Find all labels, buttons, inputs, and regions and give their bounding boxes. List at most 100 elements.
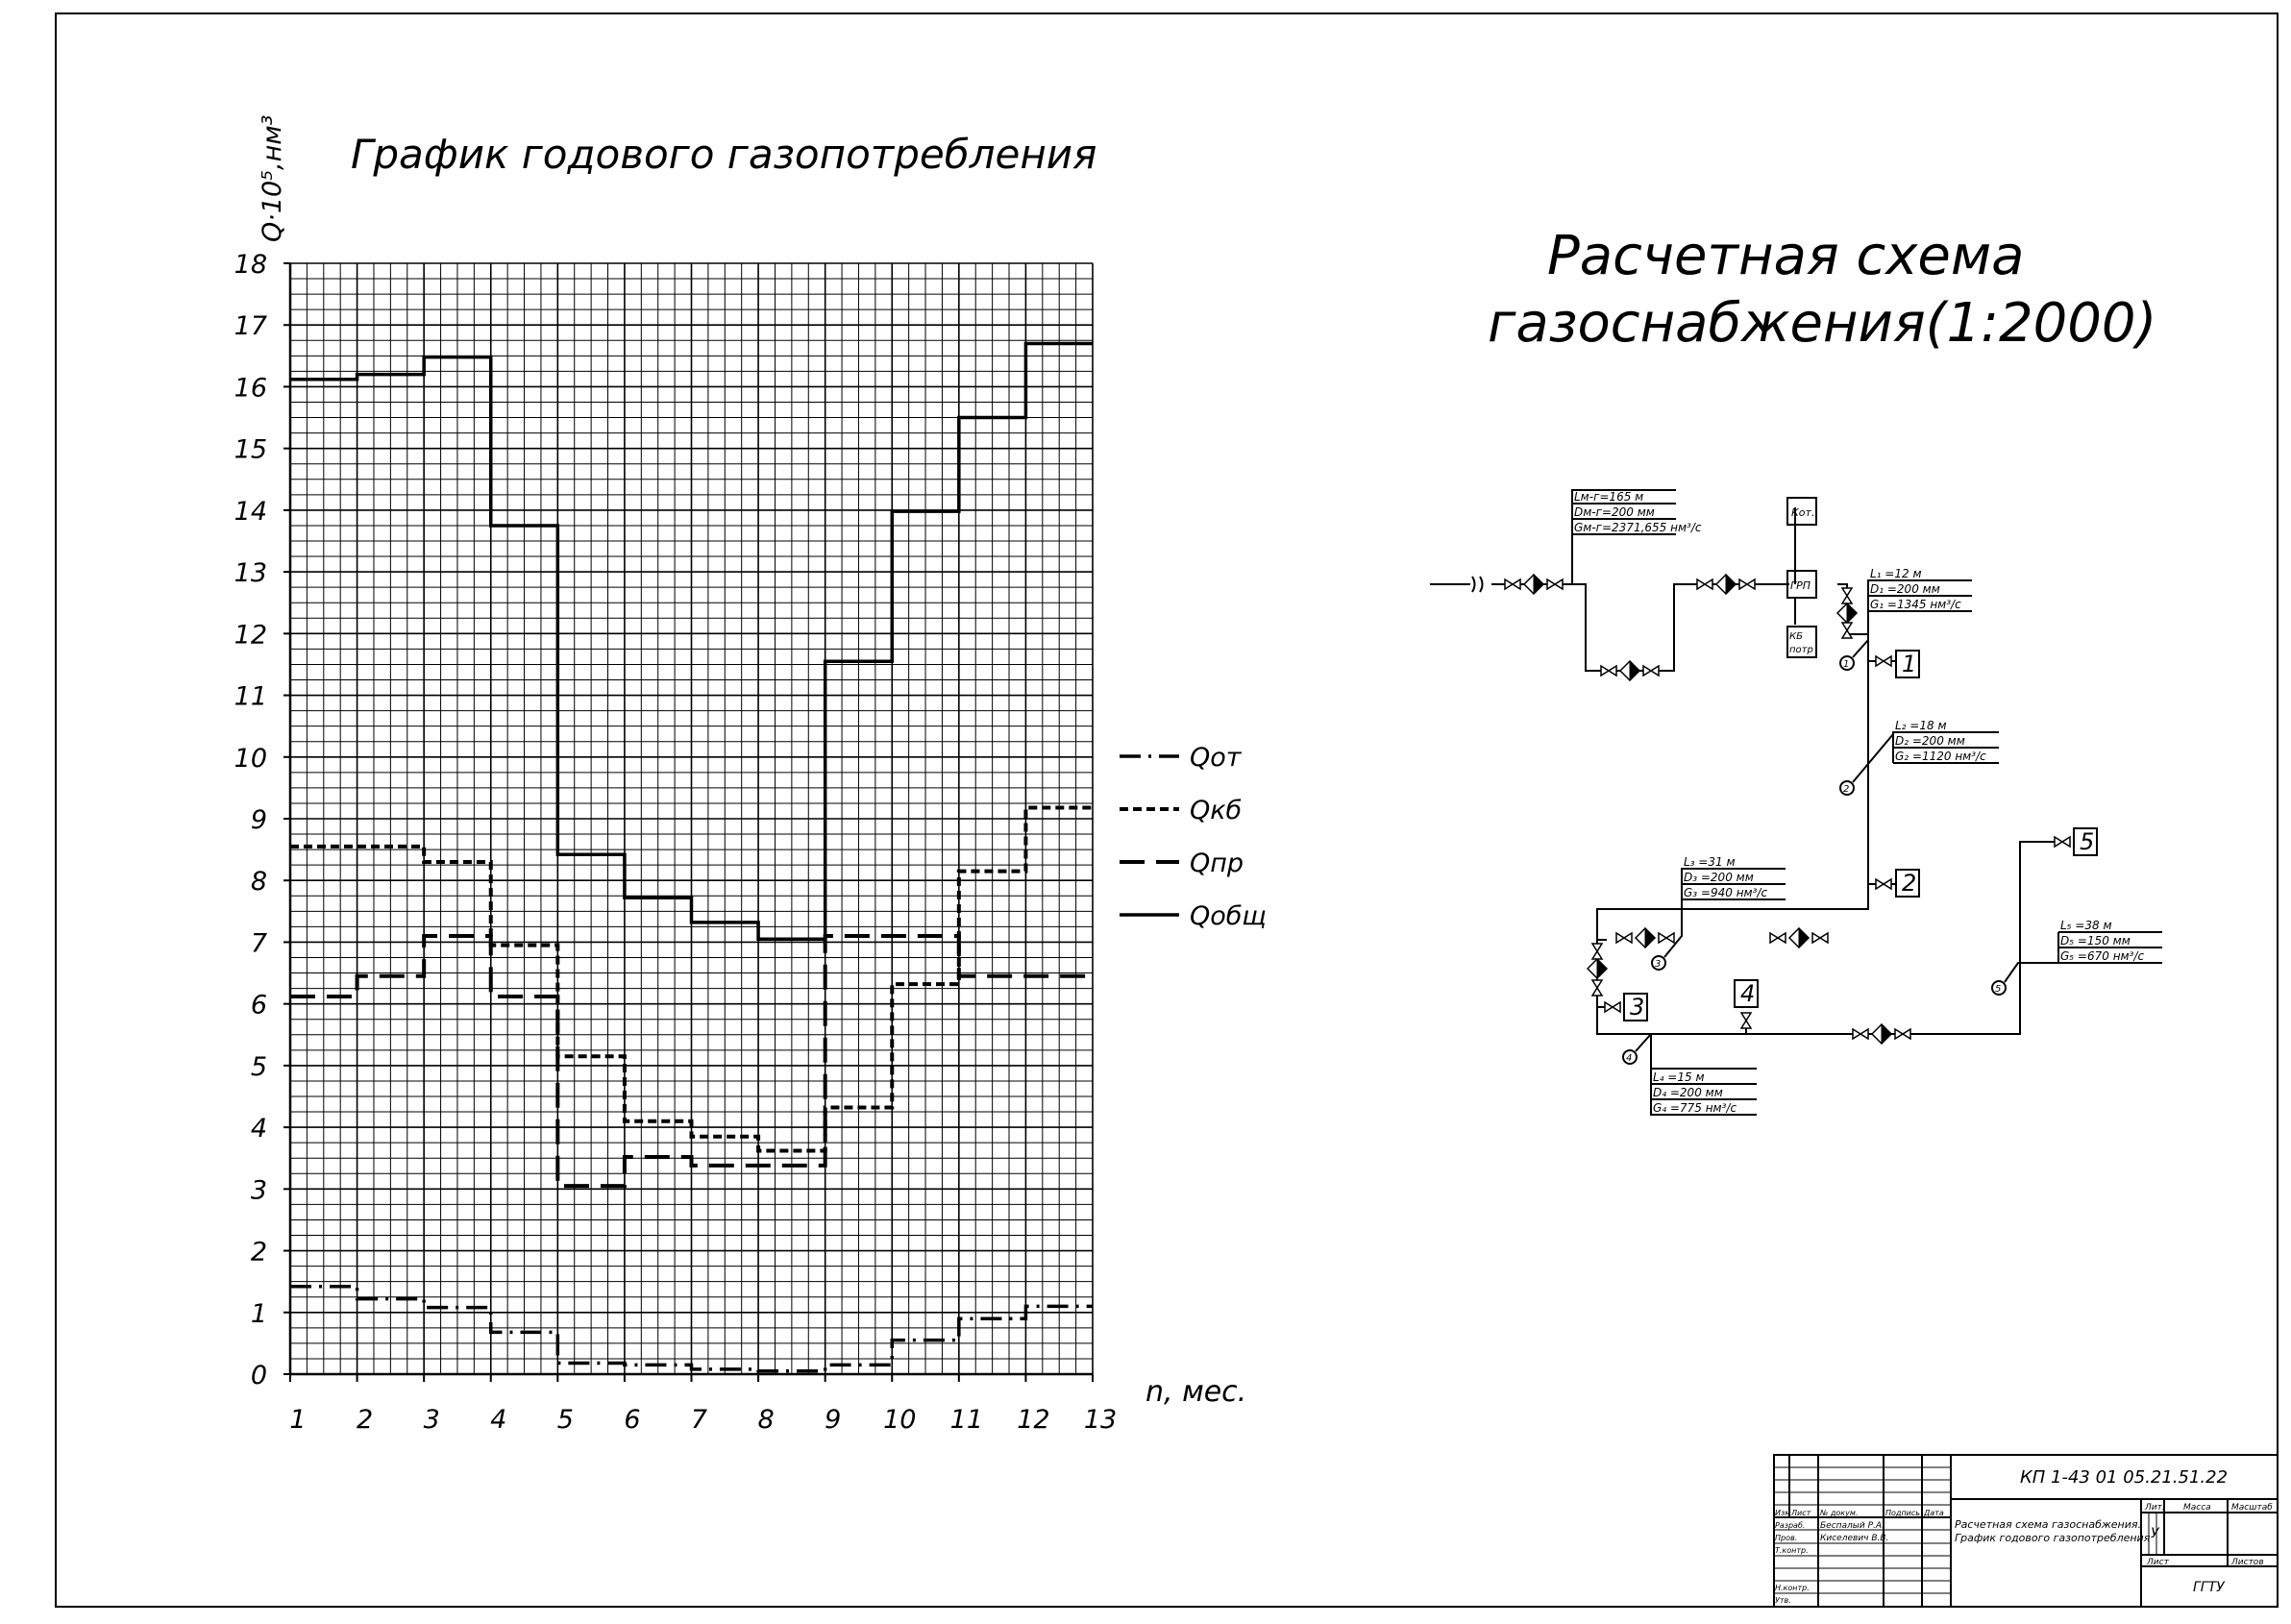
node-5-label: 5 (1995, 984, 2001, 995)
row-razrab: Разраб. (1775, 1521, 1805, 1530)
node-1-circle (1839, 655, 1855, 671)
x-tick-label: 3 (424, 1405, 440, 1435)
sheet-frame (55, 12, 2279, 1608)
leader-5-length: L₅ =38 м (2060, 919, 2112, 932)
valve-icon (1546, 578, 1564, 591)
row-nkontr: Н.контр. (1775, 1584, 1810, 1592)
x-tick-label: 7 (691, 1405, 707, 1435)
consumer-box-2 (1895, 869, 1920, 898)
y-axis-label: Q·10⁵,нм³ (258, 115, 287, 242)
y-tick-label: 4 (251, 1114, 267, 1144)
main-length: Lм-г=165 м (1574, 490, 1643, 504)
series-3-line (290, 934, 1093, 1189)
y-tick-label: 7 (251, 928, 267, 958)
consumer-label-4: 4 (1740, 980, 1755, 1007)
consumer-box-3 (1623, 993, 1648, 1021)
pipe-fittings (1504, 573, 2071, 1046)
y-tick-label: 8 (251, 867, 267, 897)
hdr-lit: Лит. (2144, 1503, 2165, 1513)
x-tick-label: 9 (825, 1405, 841, 1435)
hdr-list: Лист (1790, 1509, 1811, 1517)
leader-5-line (2004, 931, 2162, 983)
valve-icon (1696, 578, 1713, 591)
legend-label: Qот (1190, 743, 1243, 773)
hdr-massa: Масса (2183, 1503, 2211, 1513)
main-leader-line (1571, 489, 1676, 584)
lit-value: У (2151, 1526, 2160, 1541)
leader-5-flow: G₅ =670 нм³/с (2060, 949, 2144, 963)
consumer-label-2: 2 (1902, 870, 1916, 897)
x-tick-label: 8 (757, 1405, 774, 1435)
boiler-label: Кот. (1791, 506, 1814, 519)
leader-2-diameter: D₂ =200 мм (1895, 734, 1965, 748)
series-4-line (290, 341, 1093, 941)
razrab-name: Беспалый Р.А. (1820, 1521, 1885, 1531)
y-tick-label: 5 (251, 1052, 267, 1082)
hdr-data: Дата (1923, 1509, 1944, 1517)
legend-label: Qпр (1190, 849, 1244, 878)
leader-3-diameter: D₃ =200 мм (1684, 871, 1754, 884)
chart-series (290, 341, 1093, 1373)
hdr-sheets: Листов (2230, 1558, 2264, 1567)
y-tick-label: 1 (251, 1299, 267, 1329)
hdr-ndoc: № докум. (1819, 1509, 1858, 1517)
valve-icon (1642, 664, 1660, 677)
valve-icon (1875, 877, 1892, 891)
valve-icon (1840, 587, 1854, 604)
row-utv: Утв. (1775, 1596, 1791, 1605)
node-5-circle (1991, 980, 2007, 996)
x-tick-label: 2 (357, 1405, 373, 1435)
doc-code: КП 1-43 01 05.21.51.22 (2020, 1467, 2228, 1488)
utility-consumer-box (1786, 626, 1817, 658)
grp-label: ГРП (1790, 579, 1811, 592)
leader-4-diameter: D₄ =200 мм (1653, 1086, 1723, 1099)
valve-icon (1738, 578, 1756, 591)
consumer-box-1 (1895, 650, 1920, 678)
y-tick-label: 9 (251, 805, 267, 835)
leader-2-flow: G₂ =1120 нм³/с (1895, 750, 1986, 763)
node-2-circle (1839, 780, 1855, 796)
compensator-fill-icon (1644, 926, 1656, 949)
x-tick-labels: 1 2 3 4 5 6 7 8 9 10 11 12 13 (289, 1374, 1117, 1435)
pipe-riser-3 (1596, 990, 1611, 1035)
grp-box (1786, 570, 1817, 599)
row-tkontr: Т.контр. (1775, 1546, 1809, 1555)
leader-2-line (1852, 731, 1999, 783)
doc-name-line1: Расчетная схема газоснабжения. (1955, 1518, 2141, 1531)
x-tick-label: 6 (624, 1405, 640, 1435)
chart-legend: Qот Qкб Qпр Qобщ (1120, 743, 1267, 931)
valve-icon (1840, 622, 1854, 639)
x-tick-label: 5 (557, 1405, 574, 1435)
y-tick-label: 18 (234, 250, 267, 280)
hdr-masshtab: Масштаб (2231, 1503, 2273, 1513)
node-4-circle (1622, 1049, 1638, 1065)
node-4-label: 4 (1626, 1053, 1632, 1064)
grp-outlet-pipeline (1814, 583, 1869, 910)
y-tick-label: 13 (234, 558, 267, 588)
compensator-fill-icon (1596, 957, 1608, 980)
node-3-label: 3 (1655, 959, 1661, 970)
title-block-frame (1773, 1454, 2279, 1608)
legend-label: Qкб (1190, 796, 1242, 825)
main-leader-rules (1572, 503, 1676, 535)
y-tick-label: 11 (234, 682, 267, 712)
hdr-podp: Подпись (1885, 1509, 1920, 1517)
utility-consumer-label-1: КБ (1789, 631, 1803, 642)
leader-1-length: L₁ =12 м (1870, 567, 1922, 580)
gas-consumption-chart: График годового газопотребления Q·10⁵,нм… (234, 115, 1267, 1435)
y-tick-label: 0 (251, 1361, 267, 1390)
chart-grid (288, 262, 1094, 1376)
leader-4-flow: G₄ =775 нм³/с (1653, 1101, 1737, 1115)
y-tick-label: 17 (234, 311, 267, 341)
consumer-label-1: 1 (1902, 651, 1916, 677)
consumer-label-5: 5 (2080, 828, 2094, 855)
y-tick-label: 12 (234, 620, 267, 650)
x-tick-label: 12 (1017, 1405, 1049, 1435)
scheme-title-line1: Расчетная схема (1547, 225, 2024, 287)
valve-icon (1875, 654, 1892, 668)
x-axis-label: n, мес. (1146, 1375, 1246, 1409)
y-tick-label: 3 (251, 1175, 267, 1205)
valve-icon (1852, 1027, 1869, 1041)
x-tick-label: 1 (289, 1405, 306, 1435)
